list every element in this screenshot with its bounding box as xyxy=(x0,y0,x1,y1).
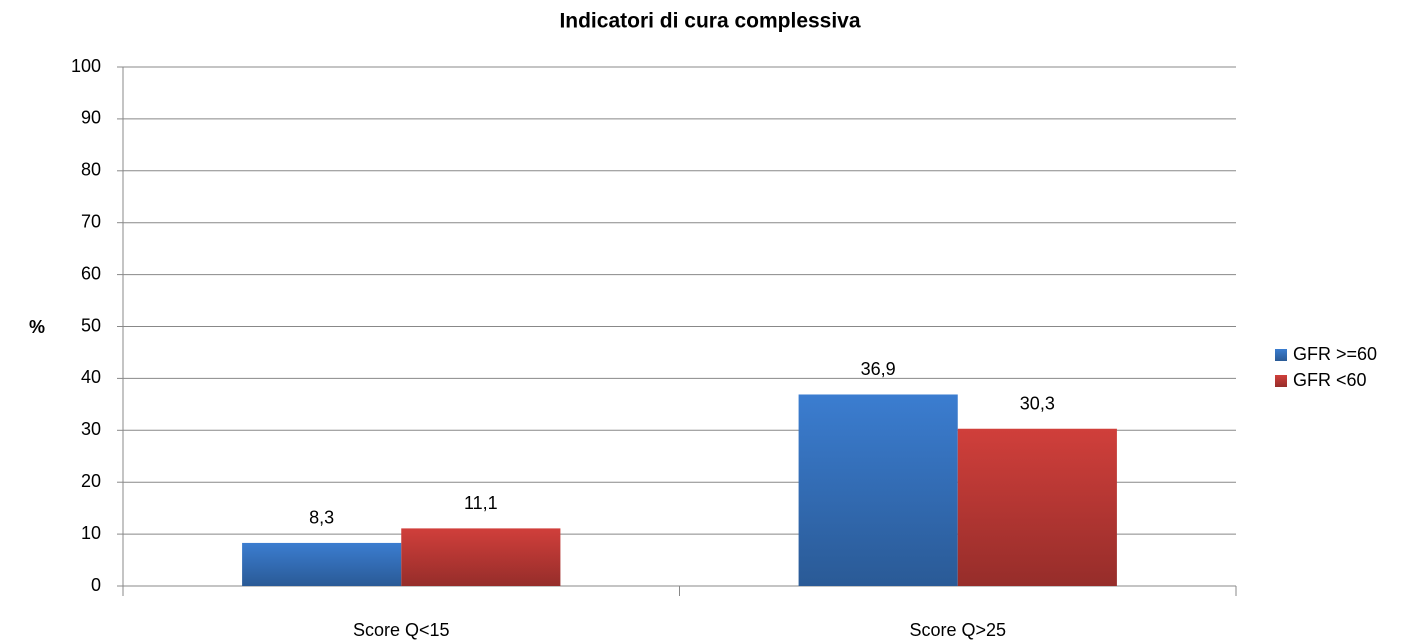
y-axis-label: % xyxy=(29,317,45,337)
value-label: 11,1 xyxy=(464,493,498,513)
y-tick-label: 100 xyxy=(71,56,101,76)
legend-swatch xyxy=(1275,349,1287,361)
bar xyxy=(401,528,561,586)
y-tick-label: 60 xyxy=(81,263,101,283)
value-label: 30,3 xyxy=(1020,393,1055,413)
y-tick-label: 0 xyxy=(91,575,101,595)
y-tick-label: 80 xyxy=(81,160,101,180)
y-tick-label: 50 xyxy=(81,315,101,335)
bar xyxy=(798,394,958,586)
legend-label: GFR <60 xyxy=(1293,370,1367,390)
value-label: 36,9 xyxy=(861,359,896,379)
y-tick-label: 20 xyxy=(81,471,101,491)
bar xyxy=(242,542,402,586)
legend-label: GFR >=60 xyxy=(1293,344,1377,364)
x-tick-label: Score Q>25 xyxy=(909,620,1006,640)
x-tick-label: Score Q<15 xyxy=(353,620,450,640)
bar xyxy=(957,428,1117,586)
y-tick-label: 40 xyxy=(81,367,101,387)
y-tick-label: 70 xyxy=(81,211,101,231)
y-tick-label: 30 xyxy=(81,419,101,439)
legend-swatch xyxy=(1275,375,1287,387)
value-label: 8,3 xyxy=(309,508,334,528)
y-tick-label: 10 xyxy=(81,523,101,543)
y-tick-label: 90 xyxy=(81,108,101,128)
chart-title: Indicatori di cura complessiva xyxy=(559,10,860,33)
